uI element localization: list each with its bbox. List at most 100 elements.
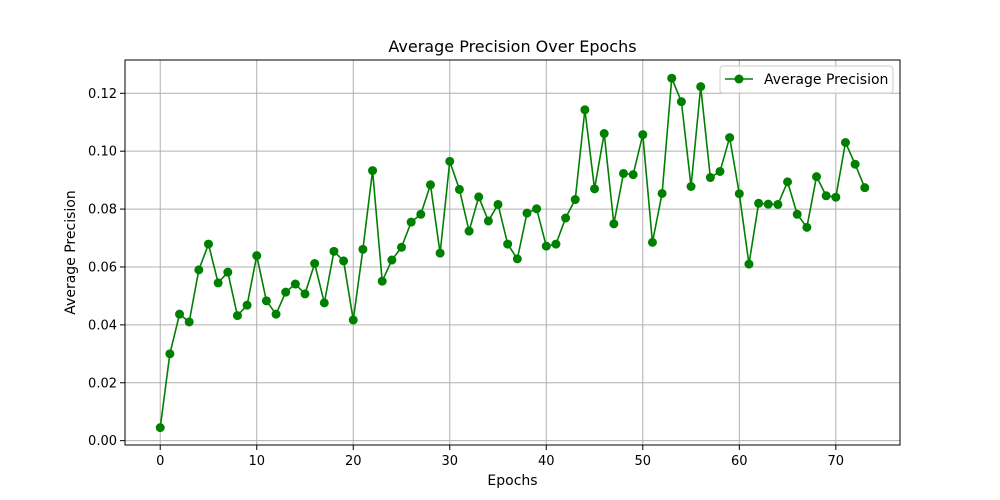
data-point xyxy=(512,254,522,264)
data-point xyxy=(686,182,696,191)
data-point xyxy=(850,159,860,169)
data-point xyxy=(339,256,349,266)
data-point xyxy=(821,191,831,201)
data-point xyxy=(329,246,339,256)
y-tick-label: 0.04 xyxy=(88,318,117,333)
data-point xyxy=(754,198,764,208)
data-point xyxy=(416,209,426,219)
data-point xyxy=(599,129,609,139)
data-point xyxy=(377,276,387,286)
data-point xyxy=(261,296,271,306)
data-point xyxy=(358,244,368,254)
data-point xyxy=(213,278,223,288)
data-point xyxy=(657,188,667,198)
series-group xyxy=(155,73,870,433)
data-point xyxy=(715,166,725,176)
data-point xyxy=(397,242,407,252)
x-tick-label: 10 xyxy=(248,454,265,469)
legend-marker-swatch xyxy=(734,74,744,84)
data-point xyxy=(561,213,571,223)
axis-ticks: 0 10 20 30 40 50 60 70 0.00 0.02 0.04 0.06 0.08 0.10 0… xyxy=(88,87,844,469)
data-point xyxy=(802,222,812,232)
data-point xyxy=(551,239,561,249)
data-point xyxy=(580,105,590,115)
data-point xyxy=(194,265,204,275)
data-point xyxy=(252,251,262,261)
series-line xyxy=(159,77,866,428)
data-point xyxy=(271,309,281,319)
data-point xyxy=(483,216,493,226)
plot-area-frame xyxy=(124,59,901,446)
data-point xyxy=(348,315,358,325)
data-point xyxy=(570,195,580,205)
data-point xyxy=(725,133,735,143)
data-point xyxy=(783,177,793,187)
data-point xyxy=(590,184,600,194)
data-point xyxy=(223,267,233,277)
y-tick-label: 0.00 xyxy=(88,434,117,449)
data-point xyxy=(773,199,783,209)
legend-box xyxy=(719,65,894,94)
data-point xyxy=(638,130,648,140)
data-point xyxy=(454,184,464,194)
legend: Average Precision xyxy=(719,65,894,94)
data-point xyxy=(474,192,484,202)
data-point xyxy=(406,217,416,227)
data-point xyxy=(522,208,532,218)
data-point xyxy=(734,189,744,199)
x-tick-label: 20 xyxy=(345,454,362,469)
data-point xyxy=(232,311,242,321)
x-tick-label: 30 xyxy=(441,454,458,469)
data-point xyxy=(310,259,320,268)
data-point xyxy=(705,173,715,183)
data-point xyxy=(435,248,445,258)
x-axis-label: Epochs xyxy=(487,473,537,489)
legend-label: Average Precision xyxy=(764,72,888,88)
data-point xyxy=(493,199,503,209)
data-point xyxy=(503,239,513,249)
data-point xyxy=(618,168,628,178)
x-tick-label: 50 xyxy=(635,454,652,469)
data-point xyxy=(647,237,657,247)
data-point xyxy=(242,300,252,310)
data-point xyxy=(368,166,378,176)
data-point xyxy=(464,226,474,236)
data-point xyxy=(676,97,686,107)
y-tick-label: 0.06 xyxy=(88,260,117,275)
data-point xyxy=(281,287,291,297)
data-point xyxy=(831,192,841,202)
data-point xyxy=(445,156,455,166)
data-point xyxy=(744,259,754,269)
data-point xyxy=(667,73,677,83)
x-tick-label: 70 xyxy=(828,454,845,469)
data-point xyxy=(425,180,435,190)
data-point xyxy=(840,138,850,147)
data-point xyxy=(184,317,194,327)
data-point xyxy=(290,279,300,289)
chart-title: Average Precision Over Epochs xyxy=(388,37,636,56)
data-point xyxy=(319,298,329,308)
data-point xyxy=(860,183,870,193)
data-point xyxy=(609,219,619,229)
data-point xyxy=(812,172,822,182)
y-tick-label: 0.02 xyxy=(88,376,117,391)
x-tick-label: 40 xyxy=(538,454,555,469)
data-point xyxy=(155,423,165,433)
x-tick-label: 0 xyxy=(156,454,164,469)
data-point xyxy=(532,204,542,214)
x-tick-label: 60 xyxy=(731,454,748,469)
data-point xyxy=(541,241,551,251)
data-point xyxy=(696,82,706,92)
data-point xyxy=(165,349,175,359)
data-point xyxy=(387,255,397,265)
y-tick-label: 0.08 xyxy=(88,203,117,218)
y-axis-label: Average Precision xyxy=(63,190,79,314)
data-point xyxy=(763,199,773,209)
data-point xyxy=(792,209,802,219)
data-point xyxy=(628,170,638,180)
data-point xyxy=(203,239,213,249)
y-tick-label: 0.12 xyxy=(88,87,117,102)
data-point xyxy=(175,309,185,319)
y-tick-label: 0.10 xyxy=(88,145,117,160)
